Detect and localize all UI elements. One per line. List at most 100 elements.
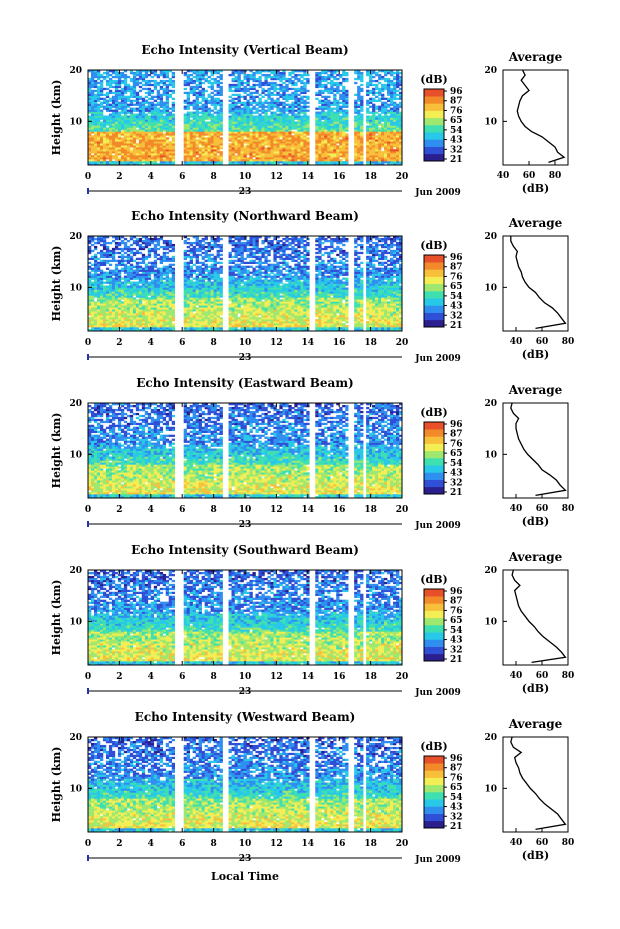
heatmap-cell (294, 315, 298, 318)
heatmap-cell (252, 77, 256, 81)
heatmap-cell (88, 317, 92, 320)
heatmap-cell (186, 321, 190, 324)
heatmap-cell (276, 70, 280, 73)
heatmap-cell (195, 113, 199, 116)
heatmap-cell (390, 71, 394, 75)
heatmap-cell (342, 313, 346, 316)
heatmap-cell (120, 91, 125, 95)
heatmap-cell (216, 155, 220, 158)
heatmap-cell (135, 103, 140, 106)
heatmap-cell (369, 151, 373, 154)
heatmap-cell (321, 103, 325, 106)
heatmap-cell (213, 309, 217, 312)
heatmap-cell (390, 327, 394, 330)
heatmap-cell (234, 87, 238, 91)
heatmap-cell (258, 127, 262, 130)
heatmap-cell (357, 109, 361, 112)
heatmap-cell (306, 105, 310, 108)
heatmap-cell (183, 157, 187, 160)
heatmap-cell (123, 313, 128, 316)
heatmap-cell (339, 149, 343, 152)
heatmap-cell (105, 107, 110, 110)
heatmap-cell (165, 95, 170, 99)
heatmap-cell (315, 325, 319, 328)
heatmap-cell (99, 315, 104, 318)
heatmap-cell (297, 139, 301, 142)
heatmap-cell (195, 87, 199, 91)
heatmap-cell (147, 83, 152, 87)
colorbar-segment (424, 117, 444, 126)
heatmap-cell (129, 113, 134, 116)
heatmap-cell (153, 159, 158, 162)
heatmap-cell (342, 125, 346, 128)
heatmap-cell (393, 97, 397, 100)
heatmap-cell (144, 101, 149, 104)
heatmap-cell (165, 83, 170, 87)
heatmap-cell (294, 121, 298, 124)
heatmap-cell (129, 163, 134, 166)
heatmap-cell (399, 135, 403, 138)
heatmap-cell (345, 103, 349, 106)
heatmap-cell (246, 109, 250, 112)
heatmap-cell (366, 143, 370, 146)
heatmap-cell (369, 121, 373, 124)
heatmap-cell (261, 70, 265, 73)
heatmap-cell (255, 121, 259, 124)
heatmap-cell (300, 119, 304, 122)
heatmap-cell (207, 95, 211, 99)
heatmap-cell (342, 97, 346, 100)
heatmap-cell (300, 323, 304, 326)
heatmap-cell (243, 91, 247, 95)
heatmap-cell (246, 123, 250, 126)
heatmap-cell (387, 323, 391, 326)
heatmap-cell (99, 131, 104, 134)
heatmap-cell (120, 99, 125, 102)
heatmap-cell (126, 157, 131, 160)
heatmap-cell (168, 157, 173, 160)
heatmap-cell (387, 109, 391, 112)
heatmap-cell (129, 109, 134, 112)
heatmap-cell (198, 73, 202, 77)
heatmap-cell (108, 313, 113, 316)
heatmap-cell (318, 317, 322, 320)
heatmap-cell (90, 117, 95, 120)
heatmap-cell (120, 145, 125, 148)
heatmap-cell (96, 139, 101, 142)
heatmap-cell (396, 157, 400, 160)
heatmap-cell (294, 319, 298, 322)
heatmap-cell (285, 123, 289, 126)
heatmap-cell (270, 163, 274, 166)
heatmap-cell (345, 109, 349, 112)
heatmap-cell (123, 89, 128, 93)
heatmap-cell (285, 119, 289, 122)
heatmap-cell (273, 111, 277, 114)
heatmap-cell (99, 109, 104, 112)
heatmap-cell (204, 327, 208, 330)
heatmap-cell (138, 139, 143, 142)
heatmap-cell (243, 325, 247, 328)
heatmap-cell (114, 79, 119, 83)
heatmap-cell (93, 125, 98, 128)
heatmap-cell (228, 315, 232, 318)
heatmap-cell (306, 89, 310, 93)
heatmap-cell (108, 103, 113, 106)
heatmap-cell (114, 327, 119, 330)
heatmap-cell (360, 115, 364, 118)
heatmap-cell (195, 119, 199, 122)
heatmap-cell (345, 329, 349, 332)
heatmap-cell (252, 97, 256, 100)
heatmap-cell (339, 315, 343, 318)
heatmap-cell (288, 71, 292, 75)
heatmap-cell (366, 153, 370, 156)
heatmap-cell (258, 157, 262, 160)
heatmap-cell (300, 315, 304, 318)
heatmap-cell (195, 131, 199, 134)
heatmap-cell (117, 159, 122, 162)
heatmap-cell (282, 107, 286, 110)
heatmap-cell (237, 319, 241, 322)
heatmap-cell (267, 81, 271, 85)
heatmap-cell (213, 143, 217, 146)
heatmap-cell (255, 71, 259, 75)
heatmap-cell (234, 75, 238, 79)
heatmap-cell (303, 149, 307, 152)
